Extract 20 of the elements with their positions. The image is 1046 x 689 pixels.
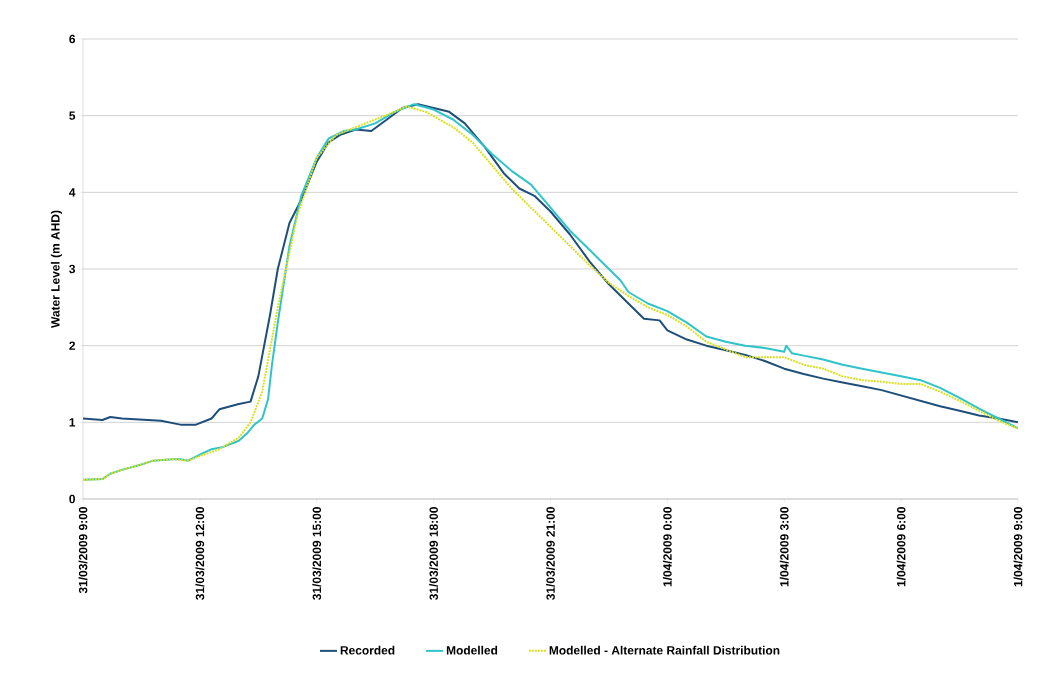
x-tick-label: 31/03/2009 9:00 — [78, 507, 88, 594]
y-tick-label: 2 — [69, 341, 75, 350]
x-tick-label: 31/03/2009 21:00 — [546, 507, 555, 600]
legend-label: Modelled — [446, 645, 498, 655]
y-tick-label: 3 — [69, 264, 76, 274]
y-tick-label: 6 — [69, 34, 76, 44]
y-tick-label: 0 — [69, 494, 75, 504]
y-tick-label: 5 — [69, 111, 76, 120]
x-tick-label: 31/03/2009 15:00 — [312, 507, 322, 600]
x-tick-label: 31/03/2009 18:00 — [429, 507, 439, 600]
x-tick-label: 1/04/2009 3:00 — [779, 507, 789, 587]
y-tick-label: 4 — [69, 188, 76, 197]
legend-label: Modelled - Alternate Rainfall Distribution — [549, 645, 780, 655]
legend-label: Recorded — [340, 645, 395, 655]
y-tick-label: 1 — [69, 418, 76, 427]
x-tick-label: 1/04/2009 9:00 — [1013, 507, 1023, 587]
x-tick-label: 1/04/2009 0:00 — [662, 507, 672, 587]
y-axis-title: Water Level (m AHD) — [50, 210, 62, 328]
x-tick-label: 1/04/2009 6:00 — [896, 507, 906, 587]
x-tick-label: 31/03/2009 12:00 — [195, 507, 205, 600]
